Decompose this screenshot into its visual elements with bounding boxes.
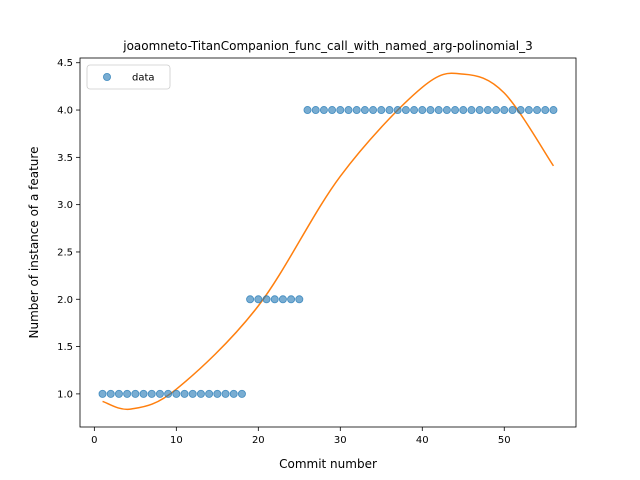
data-point xyxy=(533,106,542,115)
y-tick-label: 2.5 xyxy=(57,247,73,258)
data-point xyxy=(401,106,410,115)
data-point xyxy=(196,389,205,398)
data-point xyxy=(246,295,255,304)
data-point xyxy=(139,389,148,398)
data-point xyxy=(114,389,123,398)
data-point xyxy=(500,106,509,115)
data-point xyxy=(434,106,443,115)
y-tick-label: 1.0 xyxy=(57,389,73,400)
data-point xyxy=(352,106,361,115)
legend-box xyxy=(86,64,171,90)
data-point xyxy=(123,389,132,398)
legend-label: data xyxy=(132,73,155,84)
data-point xyxy=(508,106,517,115)
data-point xyxy=(492,106,501,115)
data-point xyxy=(147,389,156,398)
x-tick-label: 40 xyxy=(416,435,429,446)
legend: data xyxy=(86,64,171,90)
chart-title: joaomneto-TitanCompanion_func_call_with_… xyxy=(122,39,532,53)
data-point xyxy=(295,295,304,304)
data-point xyxy=(426,106,435,115)
data-point xyxy=(467,106,476,115)
x-tick-label: 10 xyxy=(170,435,183,446)
data-point xyxy=(270,295,279,304)
data-point xyxy=(524,106,533,115)
data-point xyxy=(377,106,386,115)
data-point xyxy=(369,106,378,115)
data-point xyxy=(188,389,197,398)
y-tick-label: 3.0 xyxy=(57,200,73,211)
data-point xyxy=(459,106,468,115)
y-tick-label: 2.0 xyxy=(57,295,73,306)
data-point xyxy=(360,106,369,115)
data-point xyxy=(442,106,451,115)
data-point xyxy=(98,389,107,398)
data-point xyxy=(303,106,312,115)
data-point xyxy=(549,106,558,115)
data-point xyxy=(205,389,214,398)
data-point xyxy=(221,389,230,398)
data-point xyxy=(475,106,484,115)
data-point xyxy=(311,106,320,115)
data-point xyxy=(328,106,337,115)
data-point xyxy=(541,106,550,115)
x-axis: 0 10 20 30 40 50 xyxy=(91,427,511,446)
data-point xyxy=(287,295,296,304)
data-point xyxy=(319,106,328,115)
data-point xyxy=(418,106,427,115)
legend-marker xyxy=(103,73,112,82)
data-point xyxy=(131,389,140,398)
data-point xyxy=(213,389,222,398)
data-point xyxy=(155,389,164,398)
data-point xyxy=(237,389,246,398)
y-tick-label: 1.5 xyxy=(57,342,73,353)
data-point xyxy=(262,295,271,304)
data-point xyxy=(229,389,238,398)
fit-line xyxy=(102,72,555,411)
data-point xyxy=(451,106,460,115)
x-axis-label: Commit number xyxy=(279,457,377,471)
data-point xyxy=(336,106,345,115)
data-point xyxy=(278,295,287,304)
x-tick-label: 30 xyxy=(334,435,347,446)
y-tick-label: 3.5 xyxy=(57,153,73,164)
x-tick-label: 0 xyxy=(91,435,97,446)
data-point xyxy=(180,389,189,398)
data-point xyxy=(254,295,263,304)
data-point xyxy=(385,106,394,115)
y-tick-label: 4.5 xyxy=(57,58,73,69)
data-point xyxy=(172,389,181,398)
data-point xyxy=(344,106,353,115)
data-point xyxy=(393,106,402,115)
data-point xyxy=(164,389,173,398)
x-tick-label: 50 xyxy=(498,435,511,446)
data-point xyxy=(483,106,492,115)
data-point xyxy=(410,106,419,115)
y-axis-label: Number of instance of a feature xyxy=(27,147,41,339)
y-axis: 1.0 1.5 2.0 2.5 3.0 3.5 4.0 4.5 xyxy=(57,58,80,400)
plot-content xyxy=(98,72,558,411)
data-point xyxy=(516,106,525,115)
y-tick-label: 4.0 xyxy=(57,106,73,117)
plot-frame xyxy=(79,57,577,428)
x-tick-label: 20 xyxy=(252,435,265,446)
data-point xyxy=(106,389,115,398)
